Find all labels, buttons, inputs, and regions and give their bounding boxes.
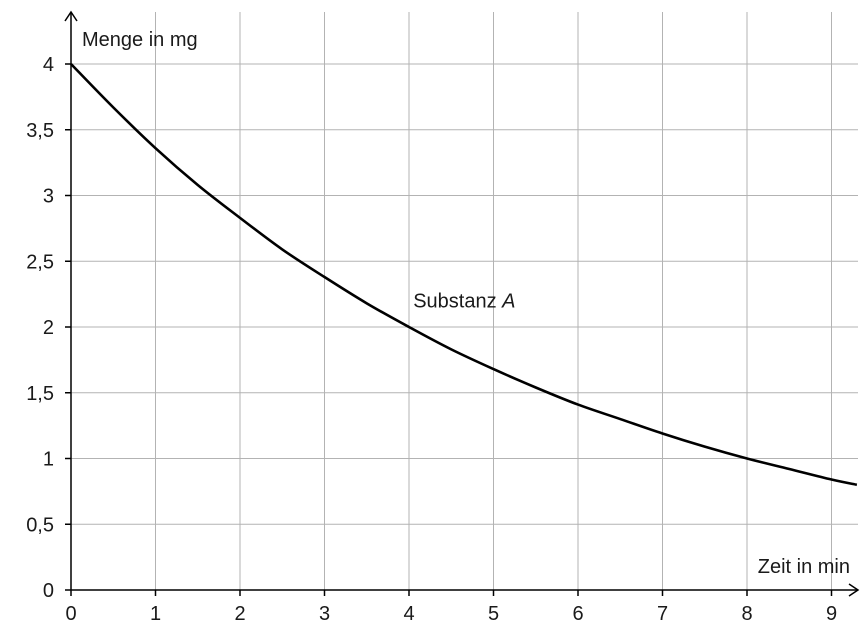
x-tick-label-0: 0 <box>65 603 76 625</box>
x-axis-title: Zeit in min <box>758 556 850 578</box>
x-tick-label-5: 5 <box>488 603 499 625</box>
x-tick-label-7: 7 <box>657 603 668 625</box>
x-tick-label-3: 3 <box>319 603 330 625</box>
y-tick-label-2-5: 2,5 <box>26 251 54 273</box>
x-tick-label-8: 8 <box>741 603 752 625</box>
x-axis-arrow <box>848 583 860 597</box>
y-tick-label-3-5: 3,5 <box>26 120 54 142</box>
series-label-substanz-a: Substanz A <box>413 291 515 313</box>
x-tick-label-6: 6 <box>572 603 583 625</box>
series-label-italic: A <box>501 291 515 313</box>
y-axis-arrow <box>64 10 78 22</box>
y-tick-label-4: 4 <box>43 54 54 76</box>
y-tick-label-1: 1 <box>43 449 54 471</box>
y-tick-labels: 0 0,5 1 1,5 2 2,5 3 3,5 4 <box>26 54 71 602</box>
series-label-text: Substanz <box>413 291 502 313</box>
vertical-grid <box>155 12 832 590</box>
series-line-substanz-a <box>70 63 858 487</box>
y-tick-label-1-5: 1,5 <box>26 383 54 405</box>
x-tick-label-9: 9 <box>826 603 837 625</box>
horizontal-grid <box>71 63 858 525</box>
y-tick-label-0: 0 <box>43 580 54 602</box>
y-tick-label-3: 3 <box>43 186 54 208</box>
axes <box>64 10 860 597</box>
x-tick-label-2: 2 <box>234 603 245 625</box>
x-tick-labels: 0 1 2 3 4 5 6 7 8 9 <box>65 590 837 625</box>
x-tick-label-4: 4 <box>403 603 414 625</box>
x-tick-label-1: 1 <box>150 603 161 625</box>
y-tick-label-2: 2 <box>43 317 54 339</box>
y-axis-title: Menge in mg <box>82 29 198 51</box>
y-tick-label-0-5: 0,5 <box>26 514 54 536</box>
